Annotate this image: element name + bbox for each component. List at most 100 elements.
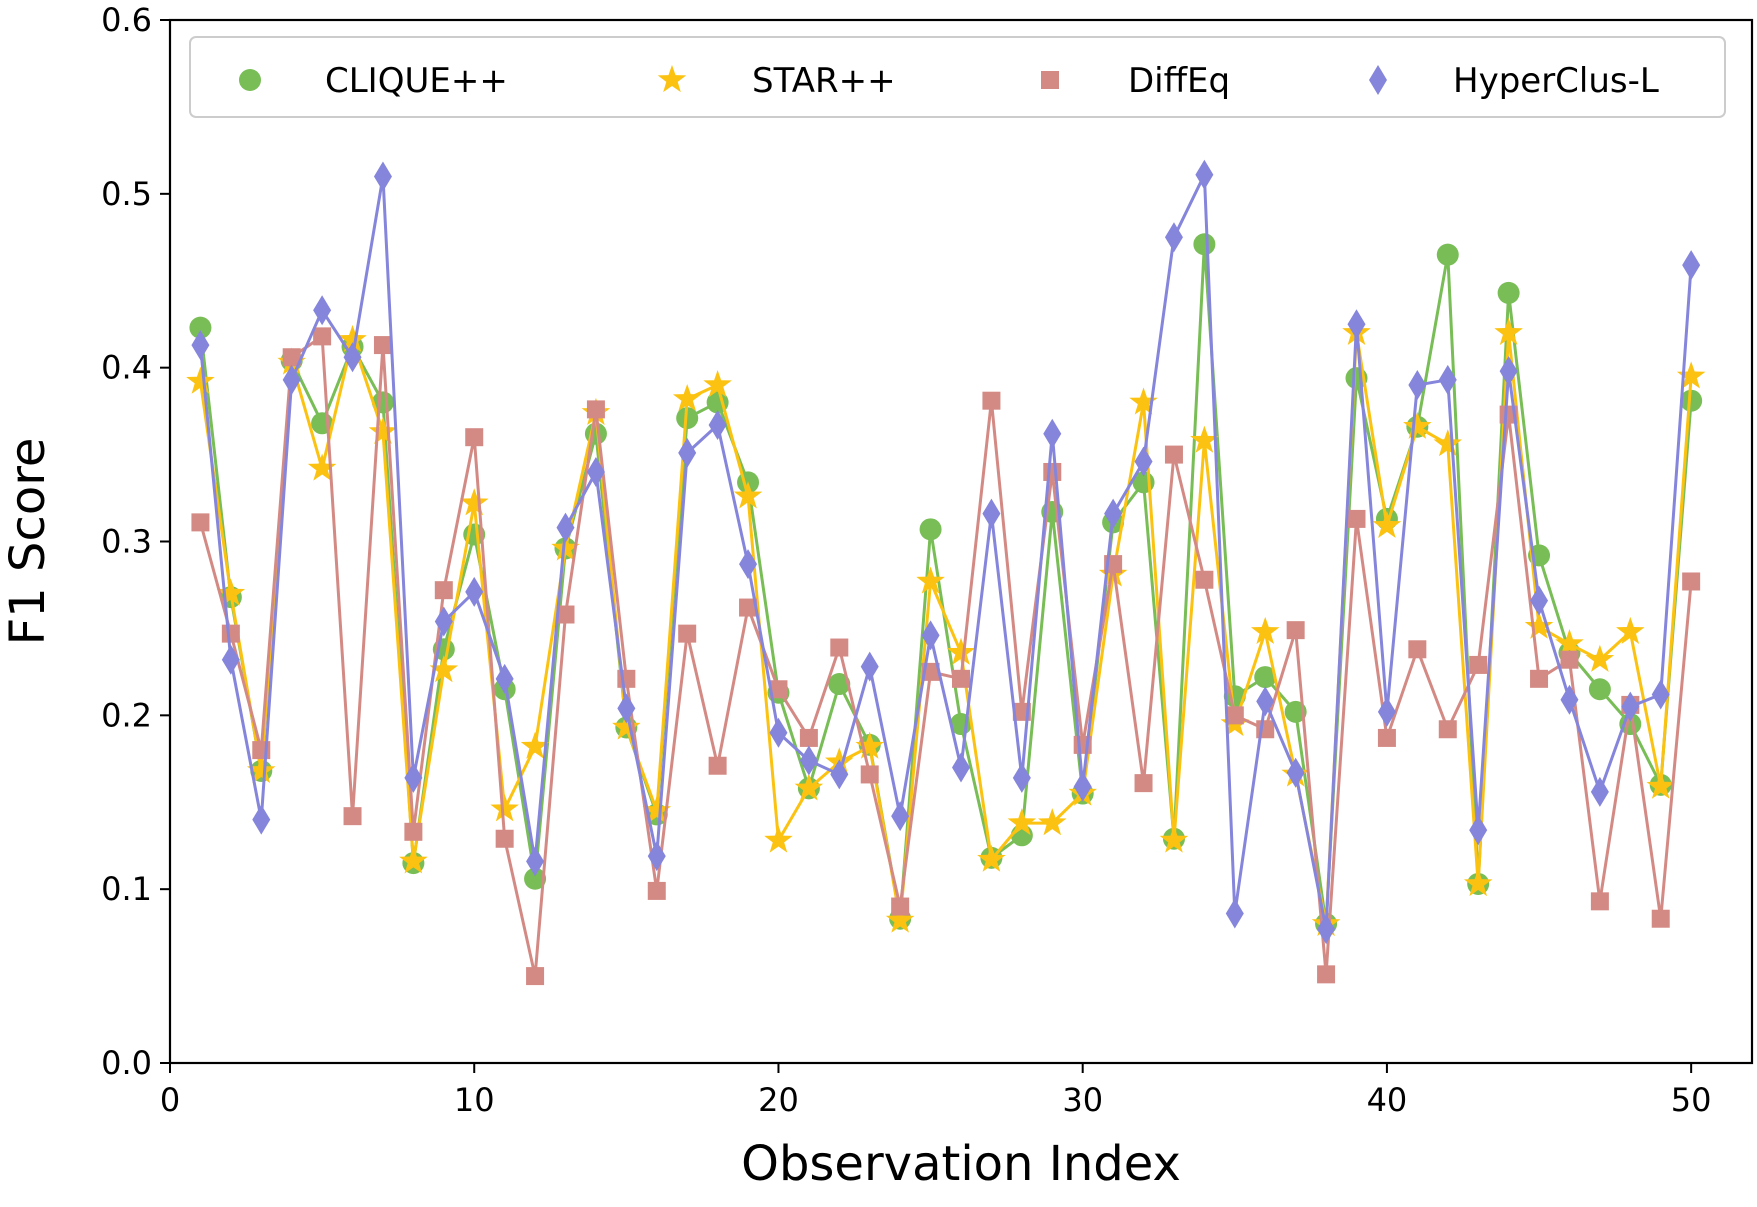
legend-label: STAR++ <box>752 61 896 101</box>
data-point-hyperclus-l <box>708 410 727 441</box>
data-point-hyperclus-l <box>495 663 514 694</box>
data-point-hyperclus-l <box>1012 762 1031 793</box>
data-point-star <box>733 481 763 509</box>
series-line-diffeq <box>198 334 1693 978</box>
legend-label: DiffEq <box>1128 61 1230 101</box>
data-point-star <box>1007 808 1037 836</box>
series-line-hyperclus-l <box>198 173 1693 931</box>
x-tick-label: 20 <box>758 1081 799 1119</box>
data-point-star <box>642 795 672 824</box>
data-point-diffeq <box>1590 892 1609 911</box>
data-point-star <box>855 731 884 759</box>
data-point-star <box>1585 644 1615 672</box>
data-point-hyperclus-l <box>1164 222 1183 253</box>
data-point-star <box>1616 616 1645 645</box>
y-axis-title: F1 Score <box>0 438 56 646</box>
x-axis-title: Observation Index <box>741 1136 1181 1192</box>
series-line-clique <box>198 242 1693 926</box>
data-point-hyperclus-l <box>556 512 575 543</box>
data-point-star <box>399 846 428 874</box>
data-point-clique <box>189 316 212 339</box>
data-point-diffeq <box>1317 965 1336 984</box>
data-point-hyperclus-l <box>952 752 970 783</box>
legend: CLIQUE++ STAR++ DiffEq HyperClus-L <box>189 36 1726 118</box>
data-point-hyperclus-l <box>1499 356 1518 387</box>
data-point-hyperclus-l <box>526 846 545 877</box>
data-point-hyperclus-l <box>860 651 879 682</box>
data-point-diffeq <box>1469 655 1488 674</box>
data-point-diffeq <box>830 638 849 657</box>
axes-frame <box>168 18 1754 1065</box>
data-point-hyperclus-l <box>1682 250 1701 281</box>
data-point-star <box>764 825 793 853</box>
data-point-star <box>520 731 550 759</box>
data-point-hyperclus-l <box>191 330 210 361</box>
data-point-hyperclus-l <box>465 576 484 607</box>
y-tick-label: 0.1 <box>101 870 152 908</box>
data-point-diffeq <box>1195 570 1214 589</box>
data-point-hyperclus-l <box>617 693 636 724</box>
data-point-clique <box>1497 281 1520 304</box>
data-point-hyperclus-l <box>1134 446 1153 477</box>
data-point-diffeq <box>1225 706 1244 725</box>
data-point-star <box>459 488 489 516</box>
data-point-diffeq <box>1286 621 1305 640</box>
y-axis: 0.0 0.1 0.2 0.3 0.4 0.5 0.6 <box>101 1 170 1082</box>
data-point-star <box>368 416 398 445</box>
data-point-hyperclus-l <box>1317 914 1336 945</box>
data-point-star <box>1646 771 1675 799</box>
data-point-diffeq <box>1043 462 1062 481</box>
data-point-hyperclus-l <box>1347 309 1366 340</box>
data-point-diffeq <box>191 513 210 532</box>
data-point-hyperclus-l <box>343 342 362 373</box>
data-point-diffeq <box>221 624 240 643</box>
data-point-clique <box>828 673 851 696</box>
x-tick-label: 0 <box>160 1081 180 1119</box>
data-point-hyperclus-l <box>1195 159 1214 190</box>
data-point-hyperclus-l <box>1408 370 1427 401</box>
data-point-star <box>946 637 976 665</box>
data-point-diffeq <box>1438 720 1457 739</box>
data-point-diffeq <box>313 327 332 346</box>
data-point-star <box>186 366 215 394</box>
data-point-star <box>703 370 732 398</box>
data-point-clique <box>1254 666 1277 689</box>
x-tick-label: 50 <box>1671 1081 1712 1119</box>
data-point-diffeq <box>769 680 788 699</box>
data-point-star <box>429 655 459 683</box>
data-point-diffeq <box>1651 909 1670 928</box>
data-point-hyperclus-l <box>282 364 301 395</box>
data-point-hyperclus-l <box>1225 898 1244 929</box>
data-point-hyperclus-l <box>799 745 818 776</box>
data-point-star <box>1555 629 1584 657</box>
data-point-diffeq <box>556 605 575 624</box>
data-point-hyperclus-l <box>221 644 240 675</box>
data-point-diffeq <box>739 598 758 617</box>
data-point-star <box>1433 429 1463 457</box>
legend-marker <box>1369 65 1387 95</box>
data-point-hyperclus-l <box>982 498 1001 529</box>
data-point-hyperclus-l <box>373 161 392 192</box>
data-point-diffeq <box>617 669 636 688</box>
data-point-star <box>1494 317 1523 346</box>
y-tick-label: 0.3 <box>101 523 152 561</box>
data-point-hyperclus-l <box>252 804 271 835</box>
data-point-diffeq <box>952 669 970 688</box>
data-point-hyperclus-l <box>1530 585 1549 616</box>
y-tick-label: 0.4 <box>101 349 152 387</box>
data-point-star <box>672 383 702 412</box>
data-point-diffeq <box>891 897 910 916</box>
data-point-diffeq <box>860 765 879 784</box>
data-point-hyperclus-l <box>1560 684 1579 715</box>
data-point-star <box>977 844 1006 872</box>
data-point-hyperclus-l <box>1256 686 1275 717</box>
legend-marker <box>657 65 687 93</box>
data-point-diffeq <box>982 391 1001 410</box>
x-tick-label: 40 <box>1367 1081 1408 1119</box>
data-point-diffeq <box>678 624 697 643</box>
data-point-clique <box>1436 243 1459 266</box>
data-point-clique <box>1193 233 1216 256</box>
y-tick-label: 0.2 <box>101 696 152 734</box>
data-point-hyperclus-l <box>739 549 758 580</box>
